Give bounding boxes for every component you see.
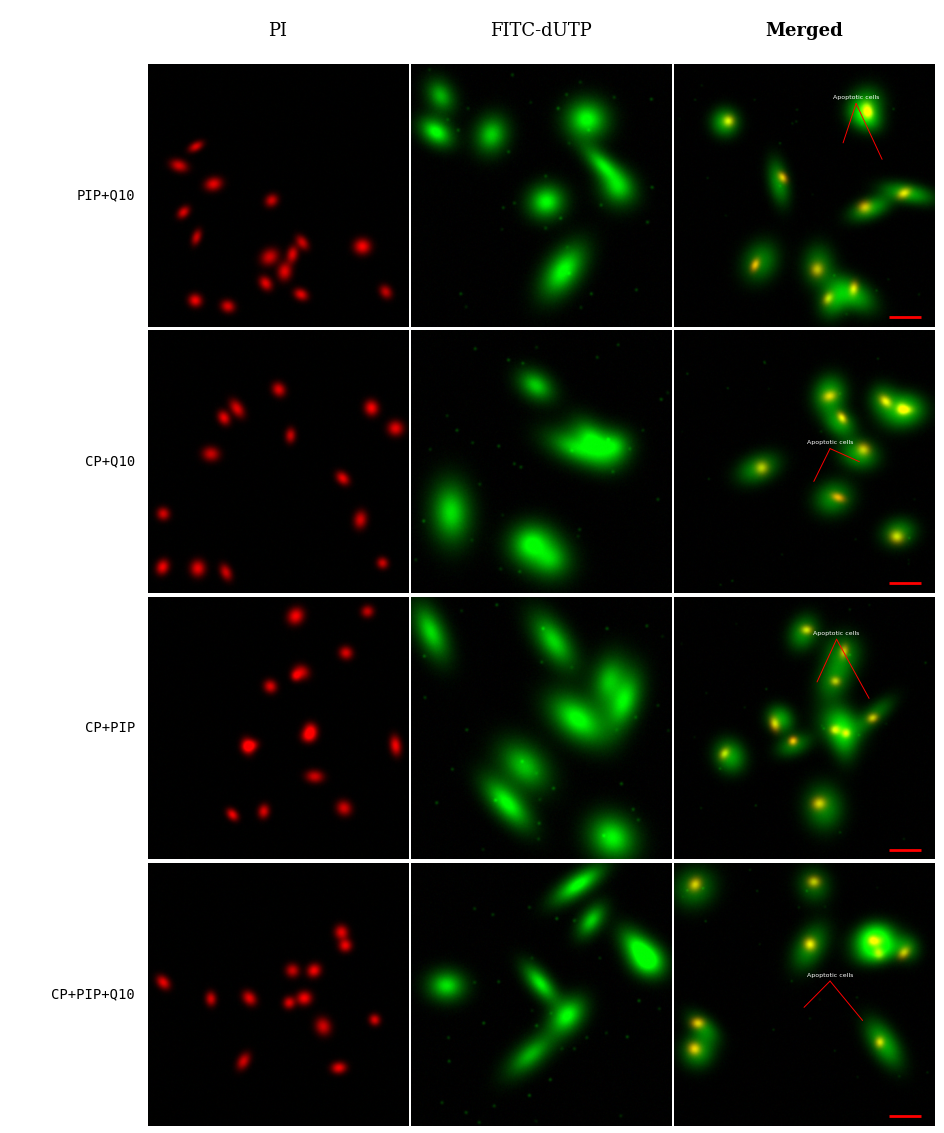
Text: CP+Q10: CP+Q10 bbox=[85, 454, 135, 469]
Text: Apoptotic cells: Apoptotic cells bbox=[832, 95, 878, 100]
Text: Apoptotic cells: Apoptotic cells bbox=[806, 441, 852, 445]
Text: PIP+Q10: PIP+Q10 bbox=[76, 188, 135, 203]
Text: PI: PI bbox=[268, 23, 287, 40]
Text: FITC-dUTP: FITC-dUTP bbox=[490, 23, 591, 40]
Text: CP+PIP: CP+PIP bbox=[85, 721, 135, 735]
Text: Apoptotic cells: Apoptotic cells bbox=[813, 631, 859, 636]
Text: Merged: Merged bbox=[765, 23, 842, 40]
Text: CP+PIP+Q10: CP+PIP+Q10 bbox=[51, 987, 135, 1002]
Text: Apoptotic cells: Apoptotic cells bbox=[806, 973, 852, 978]
